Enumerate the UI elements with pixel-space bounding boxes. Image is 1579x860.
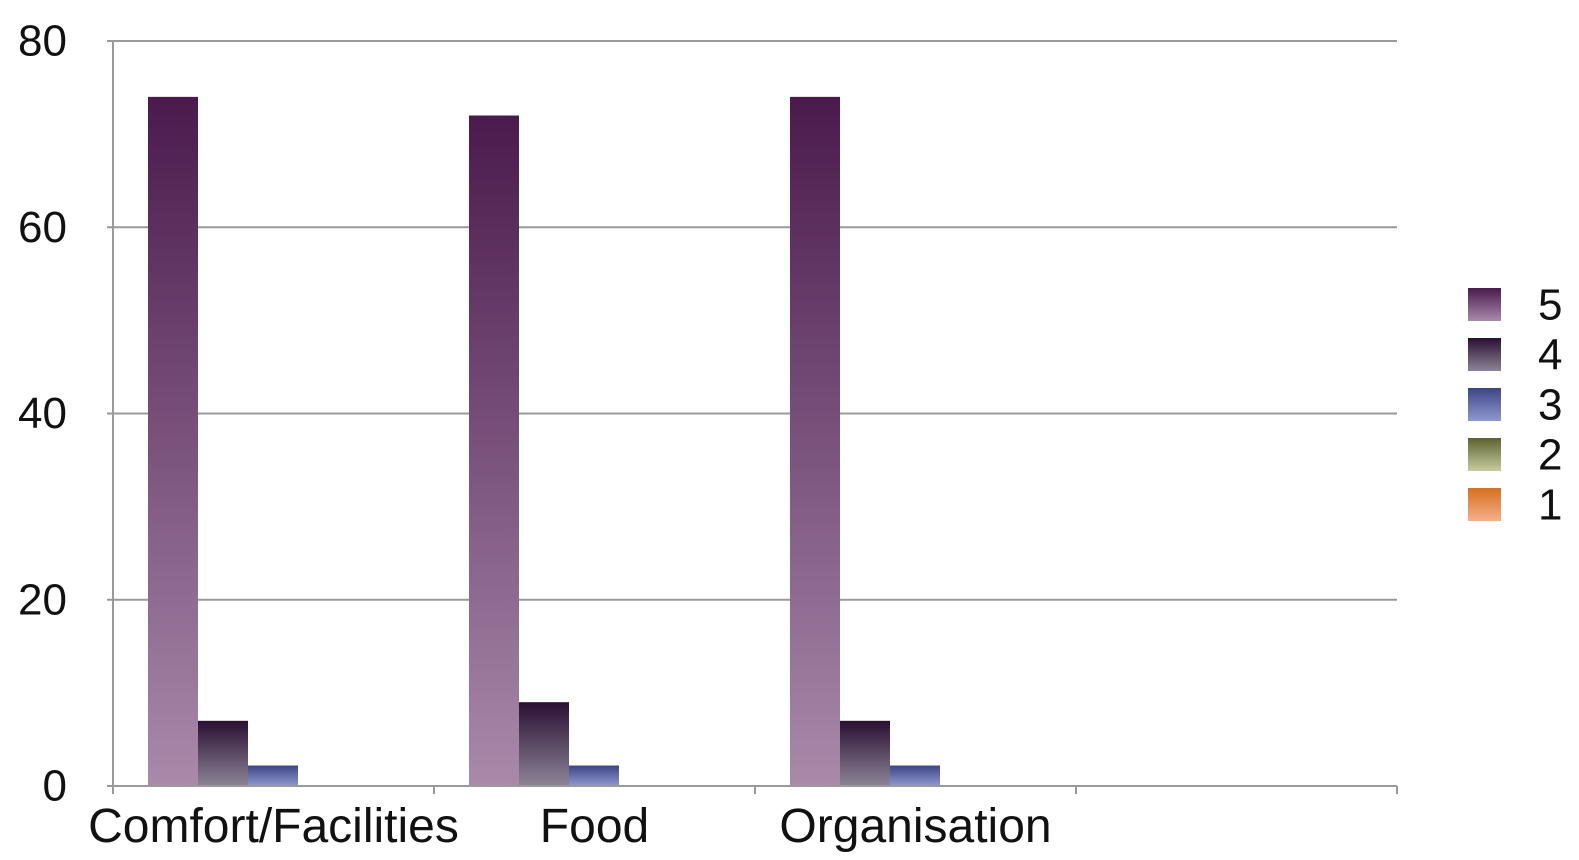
legend-swatch-5 [1468, 288, 1501, 321]
y-tick-labels: 0 20 40 60 80 [18, 17, 67, 811]
bar-Comfort/Facilities-series-5 [148, 96, 198, 786]
y-tick-label-0: 0 [43, 762, 67, 811]
y-tick-label-80: 80 [18, 17, 67, 66]
gridlines [113, 40, 1397, 601]
bar-Organisation-series-3 [890, 765, 940, 786]
y-tick-label-40: 40 [18, 389, 67, 438]
category-label-1: Food [540, 800, 649, 853]
y-tick-label-20: 20 [18, 575, 67, 624]
legend-swatch-4 [1468, 338, 1501, 371]
bar-Organisation-series-4 [840, 720, 890, 786]
bar-Comfort/Facilities-series-3 [248, 765, 298, 786]
legend-swatch-3 [1468, 388, 1501, 421]
legend-swatch-1 [1468, 488, 1501, 521]
legend-label-3: 3 [1538, 381, 1562, 430]
category-labels: Comfort/Facilities Food Organisation [88, 800, 1051, 853]
bar-Organisation-series-5 [790, 96, 840, 786]
y-tick-label-60: 60 [18, 203, 67, 252]
legend-label-4: 4 [1538, 331, 1562, 380]
legend-label-1: 1 [1538, 481, 1562, 530]
bar-Food-series-5 [469, 115, 519, 786]
bar-Food-series-3 [569, 765, 619, 786]
category-label-2: Organisation [779, 800, 1051, 853]
category-label-0: Comfort/Facilities [88, 800, 459, 853]
legend-label-2: 2 [1538, 431, 1562, 480]
bar-Comfort/Facilities-series-4 [198, 720, 248, 786]
bars [148, 96, 940, 786]
axes [107, 40, 1398, 794]
bar-Food-series-4 [519, 702, 569, 786]
legend-label-5: 5 [1538, 281, 1562, 330]
legend-swatch-2 [1468, 438, 1501, 471]
